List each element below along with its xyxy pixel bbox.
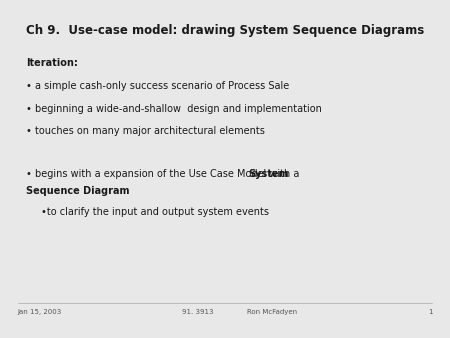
Text: Jan 15, 2003: Jan 15, 2003 (18, 309, 62, 315)
Text: • a simple cash-only success scenario of Process Sale: • a simple cash-only success scenario of… (26, 81, 289, 91)
Text: Ch 9.  Use-case model: drawing System Sequence Diagrams: Ch 9. Use-case model: drawing System Seq… (26, 24, 424, 37)
Text: •to clarify the input and output system events: •to clarify the input and output system … (41, 207, 270, 217)
Text: 91. 3913: 91. 3913 (182, 309, 213, 315)
Text: • beginning a wide-and-shallow  design and implementation: • beginning a wide-and-shallow design an… (26, 104, 322, 114)
Text: Sequence Diagram: Sequence Diagram (26, 186, 130, 196)
Text: 1: 1 (428, 309, 432, 315)
Text: Ron McFadyen: Ron McFadyen (247, 309, 297, 315)
Text: System: System (248, 169, 289, 179)
Text: • begins with a expansion of the Use Case Model with a: • begins with a expansion of the Use Cas… (26, 169, 303, 179)
Text: Iteration:: Iteration: (26, 57, 78, 68)
Text: • touches on many major architectural elements: • touches on many major architectural el… (26, 126, 265, 136)
